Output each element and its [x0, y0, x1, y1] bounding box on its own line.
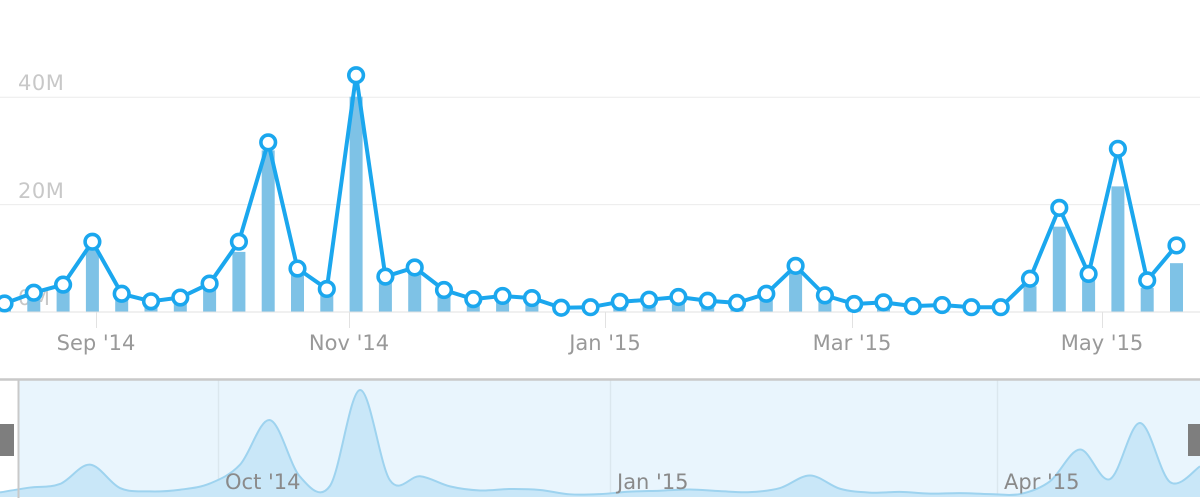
data-point-marker[interactable]	[1108, 139, 1127, 158]
data-point-marker[interactable]	[347, 66, 366, 85]
navigator-mask[interactable]	[18, 380, 1200, 497]
data-point-marker[interactable]	[83, 232, 102, 251]
data-point-marker[interactable]	[259, 133, 278, 152]
navigator-area-fill	[0, 389, 1200, 497]
column-bar[interactable]	[85, 249, 99, 312]
data-point-marker[interactable]	[991, 298, 1010, 317]
data-point-marker[interactable]	[141, 292, 161, 311]
data-point-marker[interactable]	[0, 294, 14, 313]
column-bar[interactable]	[1052, 226, 1066, 312]
data-point-marker[interactable]	[200, 274, 219, 293]
data-point-marker[interactable]	[434, 280, 454, 300]
column-bar[interactable]	[232, 251, 246, 312]
column-bar[interactable]	[291, 272, 304, 312]
data-point-marker[interactable]	[698, 291, 717, 310]
x-axis-label-nov14: Nov '14	[308, 331, 390, 355]
data-point-marker[interactable]	[53, 275, 73, 294]
data-point-marker[interactable]	[757, 284, 776, 303]
data-point-marker[interactable]	[493, 286, 512, 306]
line-series	[2, 73, 1179, 310]
data-point-marker[interactable]	[552, 298, 571, 317]
data-point-marker[interactable]	[845, 294, 864, 314]
column-bar[interactable]	[1082, 279, 1096, 312]
data-point-marker[interactable]	[1020, 269, 1040, 288]
data-point-marker[interactable]	[727, 293, 747, 313]
navigator-area-line	[0, 388, 1200, 497]
data-point-marker[interactable]	[932, 295, 952, 315]
data-point-marker[interactable]	[288, 259, 307, 278]
column-bar[interactable]	[203, 286, 217, 312]
data-point-marker[interactable]	[24, 283, 43, 302]
data-point-marker[interactable]	[405, 258, 424, 277]
column-bar[interactable]	[1170, 263, 1183, 312]
x-axis-label-sep14: Sep '14	[56, 331, 136, 355]
data-point-marker[interactable]	[1138, 271, 1157, 290]
column-bar[interactable]	[789, 272, 803, 312]
navigator-handle-left[interactable]	[0, 424, 14, 456]
x-axis-label-may15: May '15	[1060, 331, 1144, 355]
column-bar[interactable]	[1140, 287, 1154, 312]
data-point-marker[interactable]	[522, 288, 542, 308]
navigator-label-apr15: Apr '15	[1004, 470, 1080, 494]
data-point-marker[interactable]	[376, 267, 395, 286]
data-point-marker[interactable]	[962, 298, 981, 317]
column-bar[interactable]	[56, 288, 70, 312]
navigator-label-jan15: Jan '15	[617, 470, 689, 494]
column-bar[interactable]	[1023, 286, 1037, 312]
navigator-handle-right[interactable]	[1188, 424, 1200, 456]
data-point-marker[interactable]	[464, 290, 483, 309]
data-point-marker[interactable]	[1050, 198, 1069, 217]
column-bar[interactable]	[261, 150, 275, 312]
data-point-marker[interactable]	[112, 284, 131, 303]
x-axis-label-mar15: Mar '15	[812, 331, 892, 355]
y-axis-label-40m: 40M	[18, 71, 65, 95]
data-point-marker[interactable]	[903, 297, 922, 316]
data-point-marker[interactable]	[874, 293, 893, 312]
data-point-marker[interactable]	[581, 298, 600, 317]
column-bar[interactable]	[408, 271, 422, 312]
column-bar[interactable]	[378, 279, 392, 312]
y-axis-label-20m: 20M	[18, 179, 65, 203]
data-point-marker[interactable]	[639, 290, 659, 309]
data-point-marker[interactable]	[610, 292, 629, 311]
column-bar[interactable]	[1111, 186, 1125, 312]
column-bar[interactable]	[349, 96, 363, 312]
range-navigator[interactable]: Oct '14 Jan '15 Apr '15	[0, 378, 1200, 500]
main-plot-area[interactable]	[0, 0, 1200, 332]
data-point-marker[interactable]	[317, 279, 336, 299]
data-point-marker[interactable]	[669, 287, 688, 307]
data-point-marker[interactable]	[786, 256, 805, 275]
navigator-label-oct14: Oct '14	[225, 470, 301, 494]
x-axis-label-jan15: Jan '15	[569, 331, 641, 355]
data-point-marker[interactable]	[815, 286, 835, 305]
data-point-marker[interactable]	[1079, 264, 1098, 284]
data-point-marker[interactable]	[1167, 236, 1186, 255]
navigator-plot[interactable]	[0, 378, 1200, 500]
data-point-marker[interactable]	[171, 288, 190, 307]
data-point-marker[interactable]	[229, 232, 248, 251]
